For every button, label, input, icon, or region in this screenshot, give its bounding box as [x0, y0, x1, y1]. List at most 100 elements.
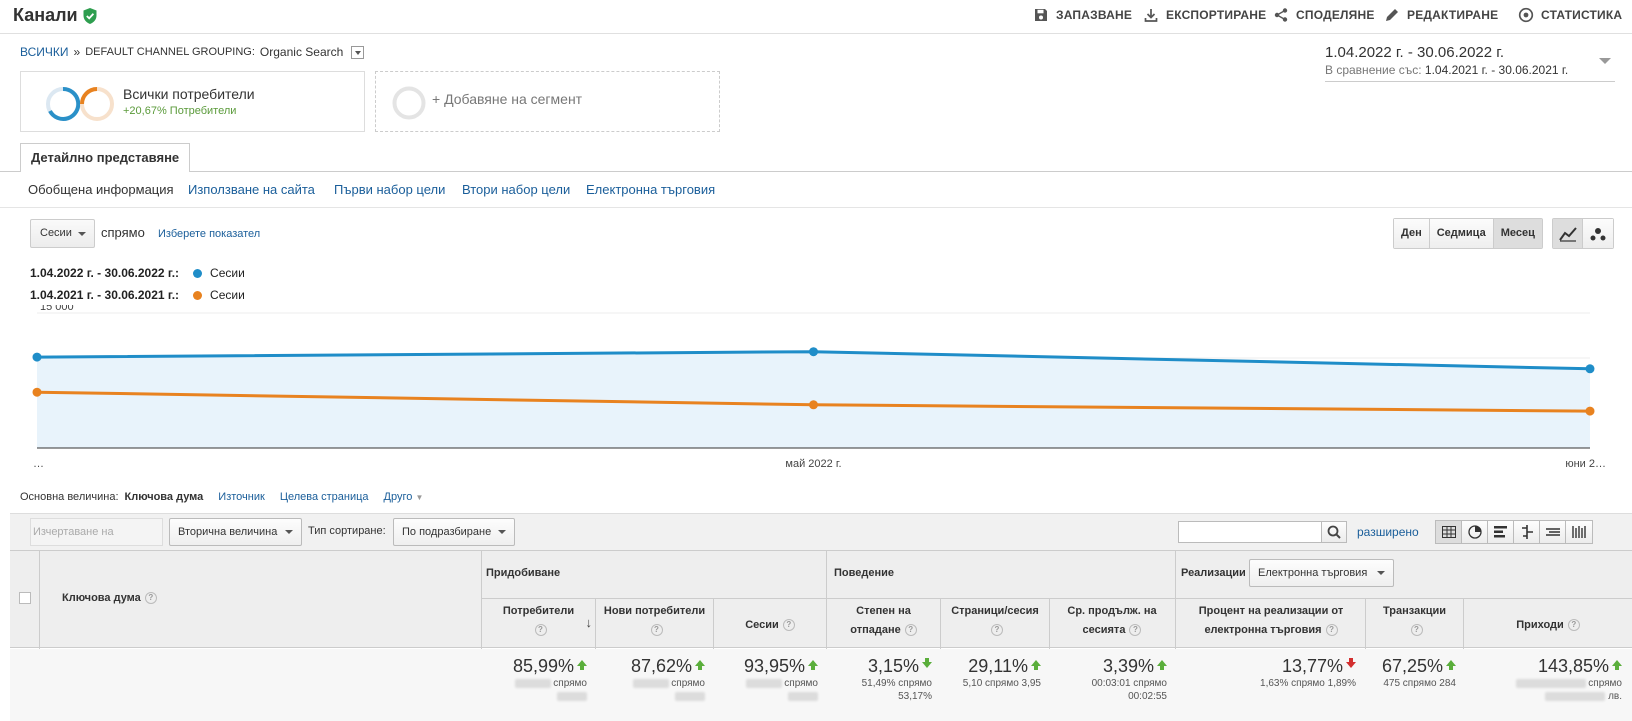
share-button[interactable]: СПОДЕЛЯНЕ	[1273, 7, 1375, 23]
edit-button[interactable]: РЕДАКТИРАНЕ	[1384, 7, 1498, 23]
view-comparison-button[interactable]	[1514, 521, 1540, 543]
trend-up-icon	[1612, 660, 1622, 670]
date-range-picker[interactable]: 1.04.2022 г. - 30.06.2022 г. В сравнение…	[1325, 44, 1615, 82]
subtab-goal-set-2[interactable]: Втори набор цели	[462, 182, 571, 197]
select-all-checkbox[interactable]	[19, 592, 31, 604]
help-icon: ?	[1325, 624, 1338, 637]
subtab-divider	[0, 207, 1632, 208]
compare-label: В сравнение със:	[1325, 63, 1422, 77]
share-icon	[1274, 8, 1288, 22]
secondary-dimension-dropdown[interactable]: Вторична величина	[169, 518, 302, 546]
col-divider	[826, 550, 827, 721]
primary-dimension-source[interactable]: Източник	[218, 491, 265, 503]
granularity-week-button[interactable]: Седмица	[1429, 219, 1494, 248]
total-users: 85,99% спрямо	[482, 656, 587, 703]
breadcrumb-separator: »	[73, 45, 81, 59]
col-revenue-header[interactable]: Приходи?	[1464, 616, 1632, 635]
export-button[interactable]: ЕКСПОРТИРАНЕ	[1143, 7, 1266, 23]
total-pages-session: 29,11% 5,10 спрямо 3,95	[941, 656, 1041, 690]
total-new-users: 87,62% спрямо	[596, 656, 705, 703]
add-segment-button[interactable]: + Добавяне на сегмент	[375, 71, 720, 132]
subtab-site-usage[interactable]: Използване на сайта	[188, 182, 315, 197]
insights-button[interactable]: СТАТИСТИКА	[1518, 7, 1622, 23]
total-duration-compare-2: 00:02:55	[1128, 691, 1167, 702]
table-search-button[interactable]	[1321, 521, 1347, 543]
conversions-dropdown[interactable]: Електронна търговия	[1249, 559, 1394, 587]
advanced-filter-link[interactable]: разширено	[1357, 525, 1419, 539]
total-revenue-value: 143,85%	[1537, 656, 1609, 676]
primary-dimension-landing-page[interactable]: Целева страница	[279, 491, 369, 503]
x-tick-label: май 2022 г.	[785, 458, 841, 470]
export-label: ЕКСПОРТИРАНЕ	[1166, 8, 1267, 22]
col-keyword-header[interactable]: Ключова дума?	[62, 589, 157, 608]
granularity-day-button[interactable]: Ден	[1394, 219, 1430, 248]
sort-type-dropdown[interactable]: По подразбиране	[393, 518, 515, 546]
legend-previous-range: 1.04.2021 г. - 30.06.2021 г.:	[30, 288, 180, 302]
help-icon: ?	[1129, 624, 1142, 637]
table-search-input[interactable]	[1178, 521, 1322, 543]
col-users-header[interactable]: Потребители? ↓	[482, 602, 595, 640]
totals-row	[10, 649, 1632, 721]
granularity-toggle: Ден Седмица Месец	[1393, 218, 1543, 249]
view-pivot-button[interactable]	[1566, 521, 1592, 543]
total-pages-session-compare: 5,10 спрямо 3,95	[962, 678, 1041, 689]
col-duration-header[interactable]: Ср. продълж. на сесията?	[1058, 602, 1166, 640]
header-divider	[481, 598, 1632, 599]
subtab-summary[interactable]: Обобщена информация	[28, 182, 174, 197]
trend-up-icon	[577, 660, 587, 670]
total-users-vs: спрямо	[553, 678, 587, 689]
total-transactions-compare: 475 спрямо 284	[1383, 678, 1456, 689]
subtab-goal-set-1[interactable]: Първи набор цели	[334, 182, 446, 197]
data-point	[1585, 406, 1595, 416]
breadcrumb-grouping-label: DEFAULT CHANNEL GROUPING:	[85, 46, 255, 58]
view-term-cloud-button[interactable]	[1540, 521, 1566, 543]
tab-divider	[0, 171, 1632, 172]
col-revenue-label: Приходи	[1516, 619, 1564, 631]
plot-rows-button[interactable]: Изчертаване на редовете	[30, 518, 163, 564]
col-bounce-header[interactable]: Степен на отпадане?	[836, 602, 931, 640]
chevron-down-icon: ▼	[415, 493, 424, 502]
edit-label: РЕДАКТИРАНЕ	[1407, 8, 1499, 22]
trend-up-icon	[1157, 660, 1167, 670]
col-ecom-rate-header[interactable]: Процент на реализации от електронна търг…	[1186, 602, 1356, 640]
legend-current-dot	[193, 268, 203, 278]
legend-previous-metric: Сесии	[210, 288, 245, 302]
primary-dimension-keyword: Ключова дума	[124, 491, 204, 503]
sort-type-label: Тип сортиране:	[308, 525, 386, 537]
col-pages-session-header[interactable]: Страници/сесия?	[941, 602, 1049, 640]
primary-dimension-other[interactable]: Друго ▼	[384, 491, 424, 503]
breadcrumb-root-link[interactable]: ВСИЧКИ	[20, 45, 69, 59]
motion-chart-button[interactable]	[1583, 219, 1613, 248]
subtab-ecommerce[interactable]: Електронна търговия	[586, 182, 716, 197]
date-range-compare: В сравнение със: 1.04.2021 г. - 30.06.20…	[1325, 63, 1615, 77]
select-metric-link[interactable]: Изберете показател	[158, 228, 261, 240]
view-performance-button[interactable]	[1488, 521, 1514, 543]
total-bounce-compare: 51,49% спрямо	[861, 678, 932, 689]
col-ecom-rate-label: Процент на реализации от електронна търг…	[1198, 605, 1344, 636]
total-revenue-currency: лв.	[1608, 691, 1622, 702]
help-icon: ?	[991, 624, 1003, 637]
granularity-month-button[interactable]: Месец	[1493, 219, 1542, 248]
group-conversions: Реализации	[1181, 567, 1246, 579]
help-icon: ?	[1567, 619, 1580, 632]
total-sessions: 93,95% спрямо	[714, 656, 818, 703]
trend-up-icon	[695, 660, 705, 670]
tab-detail[interactable]: Детайлно представяне	[20, 143, 191, 172]
legend-current-metric: Сесии	[210, 266, 245, 280]
line-chart-button[interactable]	[1553, 219, 1583, 248]
col-sessions-header[interactable]: Сесии?	[714, 616, 826, 635]
segment-all-users[interactable]: Всички потребители +20,67% Потребители	[20, 71, 365, 132]
total-sessions-value: 93,95%	[743, 656, 805, 676]
save-button[interactable]: ЗАПАЗВАНЕ	[1033, 7, 1132, 23]
view-percentage-button[interactable]	[1462, 521, 1488, 543]
col-transactions-header[interactable]: Транзакции?	[1366, 602, 1463, 640]
trend-down-good-icon	[922, 658, 932, 668]
col-new-users-header[interactable]: Нови потребители?	[596, 602, 713, 640]
help-icon: ?	[782, 619, 795, 632]
grouping-dropdown-button[interactable]	[351, 45, 365, 59]
metric-dropdown[interactable]: Сесии	[30, 219, 95, 248]
pivot-icon	[1545, 528, 1560, 536]
insights-label: СТАТИСТИКА	[1541, 8, 1623, 22]
total-new-users-value: 87,62%	[630, 656, 692, 676]
view-table-button[interactable]	[1436, 521, 1462, 543]
